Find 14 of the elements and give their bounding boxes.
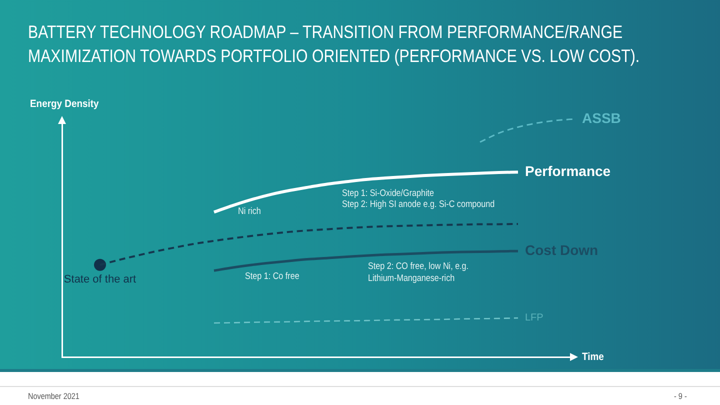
annotation: Step 2: CO free, low Ni, e.g. Lithium-Manganese-rich bbox=[368, 261, 470, 285]
series-label: Performance bbox=[525, 162, 611, 179]
series-label: LFP bbox=[525, 312, 544, 324]
annotation: Step 1: Si-Oxide/Graphite bbox=[342, 188, 434, 200]
annotation: Step 1: Co free bbox=[245, 271, 300, 283]
series-label: State of the art bbox=[64, 273, 136, 286]
x-axis-title: Time bbox=[582, 351, 604, 363]
annotation: Ni rich bbox=[238, 206, 261, 218]
y-axis-title: Energy Density bbox=[30, 98, 99, 110]
annotation: Step 2: High SI anode e.g. Si-C compound bbox=[342, 199, 495, 211]
series-label: ASSB bbox=[582, 110, 621, 126]
text: - 9 - bbox=[674, 390, 687, 402]
chart-title: BATTERY TECHNOLOGY ROADMAP – TRANSITION FROM PERFORMANCE/RANGE MAXIMIZATION TOWARDS PORTFOLIO ORIENTED (PERFORMANCE VS. LOW COST). bbox=[28, 21, 641, 68]
text: November 2021 bbox=[28, 390, 80, 402]
